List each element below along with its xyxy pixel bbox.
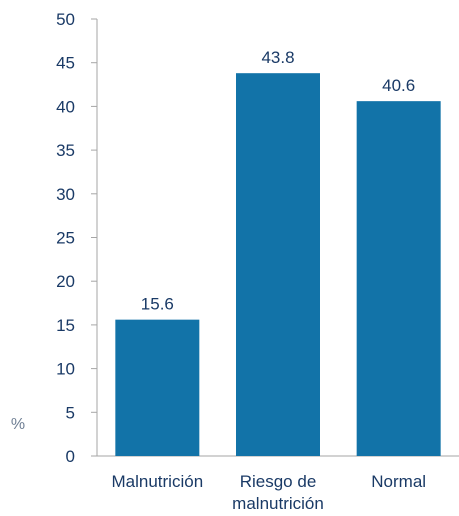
y-axis-ticks: 0 5 10 15 20 25 30 35 40 45 50	[56, 10, 97, 466]
category-label: Riesgo de malnutrición	[232, 472, 324, 513]
data-label-background	[374, 73, 423, 96]
y-tick-label: 30	[56, 185, 75, 204]
category-label: Malnutrición	[112, 472, 204, 491]
y-axis-label: %	[11, 416, 25, 433]
data-label: 43.8	[261, 48, 294, 67]
data-label: 15.6	[141, 295, 174, 314]
y-tick-label: 10	[56, 360, 75, 379]
bar	[356, 101, 441, 456]
bar	[115, 319, 200, 456]
y-tick-label: 40	[56, 97, 75, 116]
data-label-background	[254, 45, 302, 68]
y-tick-label: 20	[56, 272, 75, 291]
y-tick-label: 45	[56, 54, 75, 73]
category-label: Normal	[371, 472, 426, 491]
y-tick-label: 5	[66, 403, 75, 422]
data-label: 40.6	[382, 76, 415, 95]
bars	[115, 73, 441, 457]
y-tick-label: 25	[56, 229, 75, 248]
y-tick-label: 50	[56, 10, 75, 29]
data-labels: 15.6 43.8 40.6	[133, 45, 423, 314]
y-tick-label: 0	[66, 447, 75, 466]
data-label-background	[133, 291, 182, 314]
y-tick-label: 15	[56, 316, 75, 335]
y-tick-label: 35	[56, 141, 75, 160]
bar	[236, 73, 320, 457]
category-labels: Malnutrición Riesgo de malnutrición Normal	[112, 472, 427, 513]
